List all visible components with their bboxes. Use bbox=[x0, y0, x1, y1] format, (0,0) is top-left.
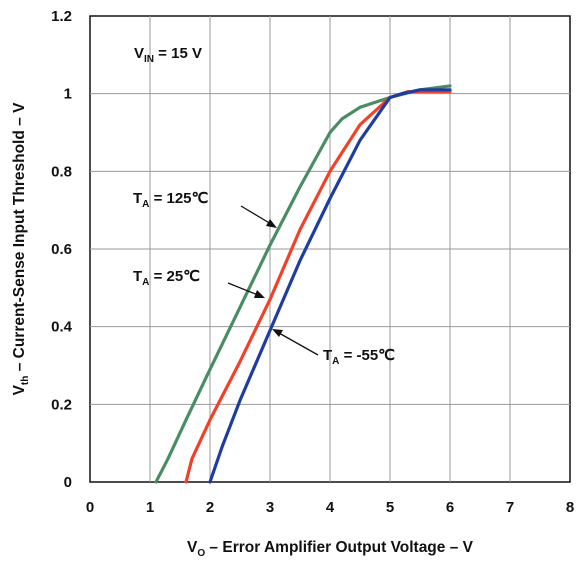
y-tick-label: 0 bbox=[64, 474, 72, 491]
annotation-vin: VIN = 15 V bbox=[134, 45, 202, 65]
series-group bbox=[154, 84, 452, 484]
x-tick-label: 3 bbox=[266, 499, 274, 516]
annotation-tm55: TA = -55℃ bbox=[323, 347, 395, 367]
y-tick-label: 0.4 bbox=[51, 319, 73, 336]
y-tick-label: 0.2 bbox=[51, 396, 72, 413]
annotation-t25: TA = 25℃ bbox=[133, 268, 200, 288]
y-axis-title: Vth – Current-Sense Input Threshold – V bbox=[11, 102, 31, 395]
series-line-1 bbox=[184, 90, 452, 484]
y-tick-label: 1 bbox=[64, 86, 72, 103]
annotation-t125: TA = 125℃ bbox=[133, 190, 209, 210]
y-tick-label: 0.6 bbox=[51, 241, 72, 258]
x-tick-label: 2 bbox=[206, 499, 214, 516]
tick-labels: 0 1 2 3 4 5 6 7 8 0 0.2 0.4 0.6 0.8 1 1.2 bbox=[51, 8, 574, 516]
y-tick-label: 1.2 bbox=[51, 8, 72, 25]
x-tick-label: 5 bbox=[386, 499, 394, 516]
series-line-2 bbox=[208, 88, 452, 484]
x-tick-label: 8 bbox=[566, 499, 574, 516]
x-tick-label: 1 bbox=[146, 499, 154, 516]
x-axis-title: VO – Error Amplifier Output Voltage – V bbox=[187, 539, 474, 559]
arrow-t25 bbox=[227, 282, 265, 298]
series-line-0 bbox=[154, 84, 452, 484]
arrow-tm55 bbox=[272, 329, 319, 356]
x-tick-label: 4 bbox=[326, 499, 335, 516]
x-tick-label: 7 bbox=[506, 499, 514, 516]
x-tick-label: 0 bbox=[86, 499, 94, 516]
x-tick-label: 6 bbox=[446, 499, 454, 516]
y-tick-label: 0.8 bbox=[51, 163, 72, 180]
grid bbox=[90, 16, 570, 482]
arrow-t125 bbox=[240, 205, 277, 228]
